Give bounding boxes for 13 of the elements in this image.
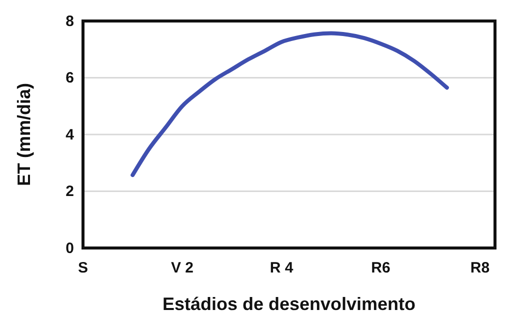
y-tick-label: 6 (66, 70, 74, 87)
x-tick-label: R8 (470, 260, 490, 277)
x-axis-title: Estádios de desenvolvimento (162, 294, 416, 314)
y-tick-label: 8 (66, 12, 74, 30)
line-series (130, 31, 449, 178)
x-tick-label: S (78, 260, 88, 277)
x-tick-label: V 2 (170, 260, 194, 277)
x-tick-label: R6 (371, 260, 390, 277)
x-tick-label: R 4 (270, 260, 294, 277)
y-tick-label: 4 (66, 126, 75, 144)
y-axis-title: ET (mm/dia) (14, 82, 34, 186)
y-tick-label: 0 (66, 240, 74, 257)
y-tick-label: 2 (66, 183, 74, 200)
